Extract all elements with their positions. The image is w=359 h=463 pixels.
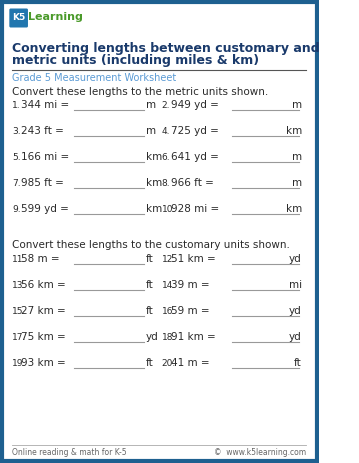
Text: ©  www.k5learning.com: © www.k5learning.com (214, 448, 306, 457)
Text: 7.: 7. (13, 179, 21, 188)
Text: 10.: 10. (162, 205, 176, 214)
Text: 51 km =: 51 km = (171, 254, 216, 264)
Text: 9.: 9. (13, 205, 21, 214)
Text: K5: K5 (12, 13, 25, 23)
Text: 15.: 15. (13, 307, 27, 316)
Text: 12.: 12. (162, 255, 176, 264)
Text: 344 mi =: 344 mi = (21, 100, 70, 110)
Text: 4.: 4. (162, 127, 170, 136)
Text: 928 mi =: 928 mi = (171, 204, 220, 214)
Text: 17.: 17. (13, 333, 27, 342)
Text: yd: yd (146, 332, 158, 342)
Text: 56 km =: 56 km = (21, 280, 66, 290)
Text: ft: ft (294, 358, 302, 368)
Text: m: m (146, 126, 156, 136)
Text: 13.: 13. (13, 281, 27, 290)
Text: 16.: 16. (162, 307, 176, 316)
Text: m: m (292, 152, 302, 162)
Text: Grade 5 Measurement Worksheet: Grade 5 Measurement Worksheet (13, 73, 177, 83)
Text: yd: yd (289, 306, 302, 316)
Text: mi: mi (289, 280, 302, 290)
Text: Convert these lengths to the customary units shown.: Convert these lengths to the customary u… (13, 240, 290, 250)
Text: 966 ft =: 966 ft = (171, 178, 214, 188)
Text: 166 mi =: 166 mi = (21, 152, 70, 162)
Text: yd: yd (289, 254, 302, 264)
Text: 1.: 1. (13, 101, 21, 110)
Text: 59 m =: 59 m = (171, 306, 210, 316)
Text: 93 km =: 93 km = (21, 358, 66, 368)
Text: 91 km =: 91 km = (171, 332, 216, 342)
Text: 11.: 11. (13, 255, 27, 264)
Text: 41 m =: 41 m = (171, 358, 210, 368)
Text: 27 km =: 27 km = (21, 306, 66, 316)
Text: 599 yd =: 599 yd = (21, 204, 69, 214)
Text: 75 km =: 75 km = (21, 332, 66, 342)
Text: Learning: Learning (28, 12, 83, 22)
Text: ft: ft (146, 280, 153, 290)
Text: km: km (146, 152, 162, 162)
Text: km: km (146, 204, 162, 214)
Text: Convert these lengths to the metric units shown.: Convert these lengths to the metric unit… (13, 87, 269, 97)
Text: 14.: 14. (162, 281, 176, 290)
Text: Online reading & math for K-5: Online reading & math for K-5 (13, 448, 127, 457)
Text: 39 m =: 39 m = (171, 280, 210, 290)
Text: 58 m =: 58 m = (21, 254, 60, 264)
Text: m: m (292, 100, 302, 110)
Text: 725 yd =: 725 yd = (171, 126, 219, 136)
Text: m: m (292, 178, 302, 188)
Text: 243 ft =: 243 ft = (21, 126, 64, 136)
Text: ft: ft (146, 306, 153, 316)
FancyBboxPatch shape (9, 8, 28, 27)
Text: km: km (286, 204, 302, 214)
Text: metric units (including miles & km): metric units (including miles & km) (13, 54, 260, 67)
Text: yd: yd (289, 332, 302, 342)
Text: km: km (286, 126, 302, 136)
Text: 985 ft =: 985 ft = (21, 178, 64, 188)
Text: 19.: 19. (13, 359, 27, 368)
Text: ft: ft (146, 254, 153, 264)
Text: 641 yd =: 641 yd = (171, 152, 219, 162)
Text: ft: ft (146, 358, 153, 368)
Text: 949 yd =: 949 yd = (171, 100, 219, 110)
Text: 20.: 20. (162, 359, 176, 368)
Text: 2.: 2. (162, 101, 170, 110)
Text: km: km (146, 178, 162, 188)
Text: 6.: 6. (162, 153, 170, 162)
Text: Converting lengths between customary and: Converting lengths between customary and (13, 42, 320, 55)
Text: 3.: 3. (13, 127, 21, 136)
Text: 5.: 5. (13, 153, 21, 162)
Text: 18.: 18. (162, 333, 176, 342)
Text: m: m (146, 100, 156, 110)
Text: 8.: 8. (162, 179, 170, 188)
